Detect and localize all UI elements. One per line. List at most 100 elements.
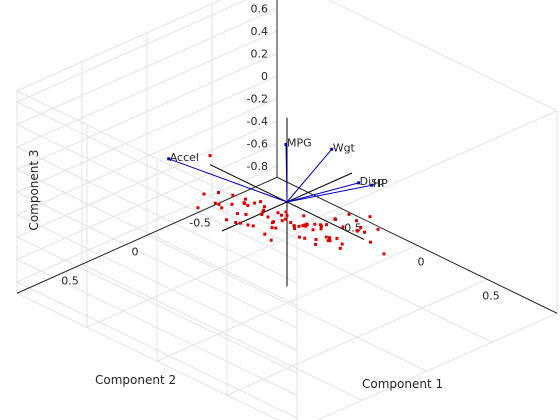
y-tick-label: 0.5 xyxy=(61,274,79,287)
wall-grid-line xyxy=(16,191,298,329)
data-point xyxy=(213,201,217,205)
z-tick-label: -0.6 xyxy=(247,138,268,151)
y-axis-title: Component 2 xyxy=(95,373,176,387)
data-point xyxy=(359,225,363,229)
wall-grid-line xyxy=(16,236,298,374)
x-tick-label: 0.5 xyxy=(482,289,500,302)
data-point xyxy=(305,223,309,227)
data-point xyxy=(246,203,250,207)
data-point xyxy=(235,212,239,216)
vector-label: Disp xyxy=(360,175,384,188)
data-point xyxy=(338,246,342,250)
x-tick-label: 0 xyxy=(418,255,425,268)
data-point xyxy=(297,224,301,228)
vector-line xyxy=(285,144,288,203)
data-point xyxy=(340,242,344,246)
data-point xyxy=(217,202,221,206)
data-point xyxy=(313,222,317,226)
floor-grid-line xyxy=(81,263,363,401)
box-edge xyxy=(327,0,558,112)
data-point xyxy=(266,215,270,219)
x-axis-title: Component 1 xyxy=(362,377,443,391)
data-point xyxy=(217,191,220,195)
vector-marker xyxy=(167,157,171,161)
data-point xyxy=(314,237,318,241)
z-tick-label: -0.2 xyxy=(247,93,268,106)
data-point xyxy=(292,224,296,228)
wall-grid-line xyxy=(16,124,298,261)
data-point xyxy=(262,208,266,212)
wall-grid-line xyxy=(16,214,298,351)
data-point xyxy=(261,210,265,214)
data-point xyxy=(244,197,247,201)
data-point xyxy=(355,219,358,223)
vector-marker xyxy=(370,183,374,187)
data-point xyxy=(284,217,287,221)
wall-grid-line xyxy=(16,146,298,284)
data-point xyxy=(251,224,255,228)
data-point xyxy=(246,223,250,227)
data-point xyxy=(285,214,289,217)
z-tick-label: 0.2 xyxy=(251,48,269,61)
tick-labels: -0.8-0.6-0.4-0.200.20.40.60.8-0.500.5-0.… xyxy=(61,3,500,303)
data-point xyxy=(269,238,273,242)
y-tick-label: -0.5 xyxy=(189,216,210,229)
z-tick-label: 0.4 xyxy=(251,25,269,38)
data-point xyxy=(231,193,235,197)
data-point xyxy=(242,201,246,205)
wall-grid-line xyxy=(16,8,278,125)
data-point xyxy=(320,224,323,228)
z-tick-label: 0.6 xyxy=(251,3,269,16)
data-point xyxy=(293,227,296,231)
vector-line xyxy=(286,184,372,203)
data-point xyxy=(270,226,274,230)
data-point xyxy=(311,228,315,232)
wall-grid-line xyxy=(16,101,298,239)
data-point xyxy=(324,235,328,239)
vector-label: Accel xyxy=(170,151,199,164)
wall-grid-line xyxy=(16,169,298,306)
data-point xyxy=(196,206,200,210)
data-point xyxy=(289,220,293,224)
data-point xyxy=(298,235,301,239)
data-point xyxy=(369,240,372,244)
data-point xyxy=(253,201,257,205)
data-point xyxy=(259,200,262,204)
axes-box xyxy=(16,0,558,420)
vector-line xyxy=(286,148,333,203)
wall-grid-line xyxy=(16,30,278,148)
data-point xyxy=(284,210,288,214)
data-point xyxy=(274,226,278,230)
data-point xyxy=(234,221,238,225)
data-point xyxy=(302,214,306,218)
box-edge xyxy=(296,110,558,228)
data-point xyxy=(334,218,337,221)
data-point xyxy=(263,205,266,209)
data-point xyxy=(220,206,224,210)
data-point xyxy=(280,219,284,223)
z-tick-label: -0.4 xyxy=(247,115,268,128)
data-point xyxy=(225,218,228,222)
data-point xyxy=(314,242,317,246)
data-point xyxy=(263,232,267,236)
data-point xyxy=(356,229,359,233)
data-point xyxy=(208,154,212,158)
data-point xyxy=(376,227,380,231)
data-point xyxy=(319,227,323,231)
data-point xyxy=(326,239,330,243)
data-point xyxy=(239,221,242,225)
wall-grid-line xyxy=(16,259,298,396)
data-point xyxy=(335,236,339,240)
data-point xyxy=(276,211,280,215)
data-point xyxy=(328,236,331,240)
wall-grid-line xyxy=(16,0,247,103)
wall-grid-line xyxy=(16,120,278,238)
box-edge xyxy=(316,312,558,420)
data-point xyxy=(280,213,283,217)
vector-line xyxy=(168,158,288,203)
data-point xyxy=(347,212,351,216)
data-point xyxy=(260,213,264,217)
data-point xyxy=(382,252,386,256)
